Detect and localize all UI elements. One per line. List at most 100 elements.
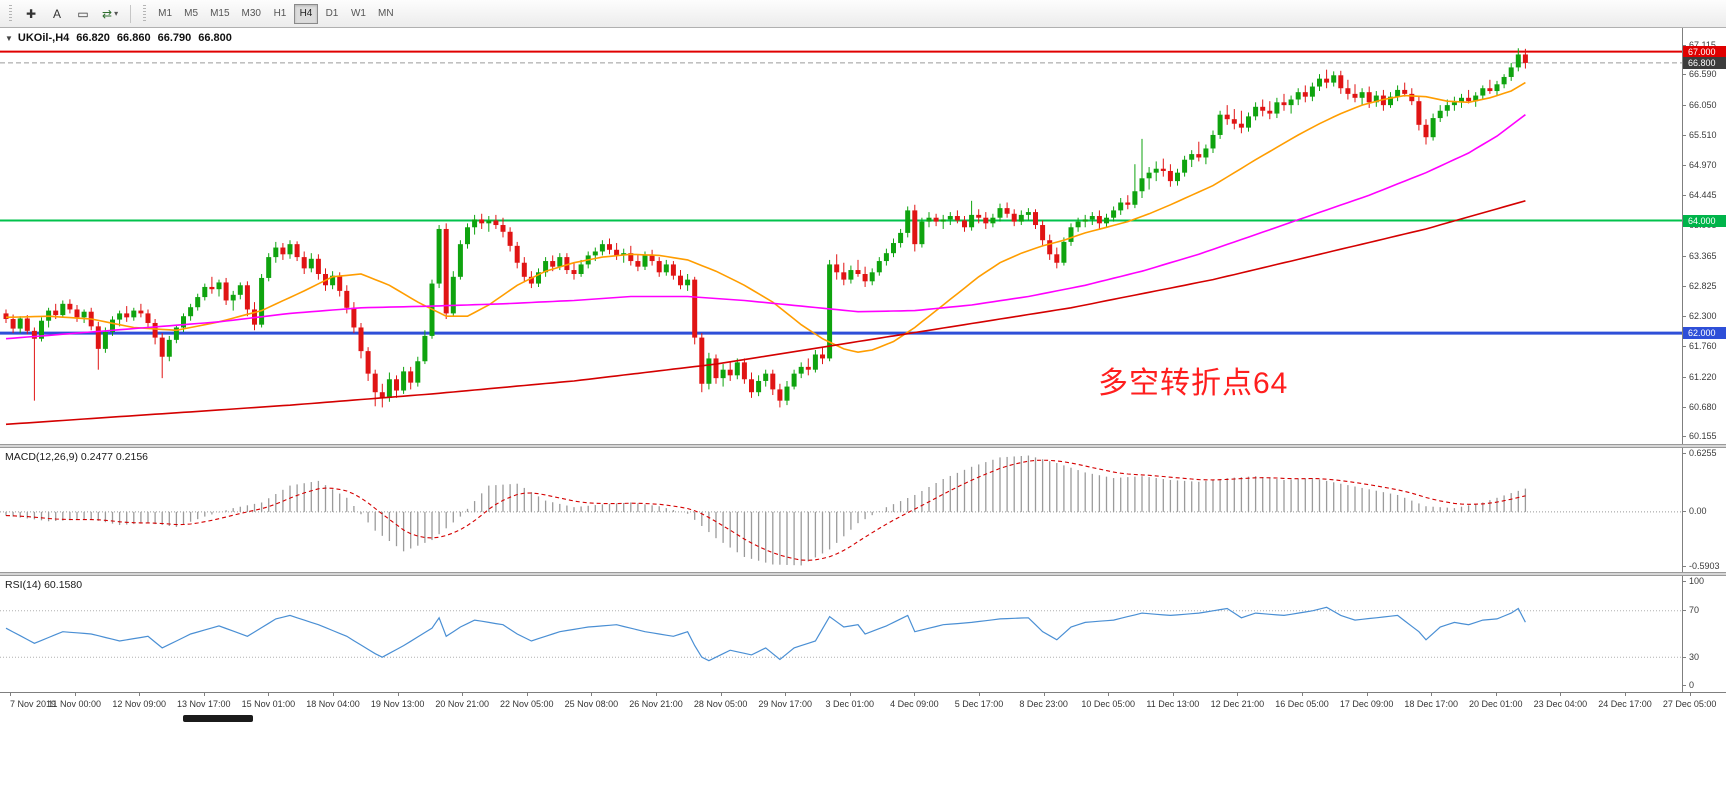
macd-signal-line (5, 459, 1526, 561)
panel-splitter-2[interactable] (0, 572, 1726, 576)
cycle-lines-tool[interactable]: ⇄ ▾ (97, 4, 123, 24)
rsi-scale-tick: 30 (1682, 651, 1700, 662)
crosshair-tool[interactable]: ✚ (25, 6, 37, 21)
price-scale[interactable]: 67.11566.59066.05065.51064.97064.44563.9… (1682, 28, 1726, 444)
chart-info-overlay: ▼ UKOil-,H4 66.820 66.860 66.790 66.800 (5, 32, 232, 44)
ohlc-low: 66.790 (157, 32, 192, 44)
time-tick (333, 693, 334, 696)
price-tick: 64.445 (1683, 189, 1717, 200)
rsi-scale[interactable]: 100 70 30 0 (1682, 576, 1726, 692)
price-tick: 62.825 (1683, 281, 1717, 292)
timeframe-button-w1[interactable]: W1 (350, 8, 366, 19)
time-tick (979, 693, 980, 696)
macd-histogram (5, 455, 1527, 566)
annotation-text: 多空转折点64 (1098, 367, 1289, 400)
timeframe-button-d1[interactable]: D1 (325, 8, 339, 19)
time-label: 20 Nov 21:00 (435, 699, 489, 709)
macd-panel: MACD(12,26,9) 0.2477 0.2156 0.6255 0.00 -0… (0, 448, 1726, 572)
ohlc-open: 66.820 (76, 32, 110, 44)
time-tick (1366, 693, 1368, 696)
price-tick: 62.300 (1683, 310, 1717, 321)
price-tick: 65.510 (1683, 130, 1717, 141)
price-tick: 66.050 (1683, 99, 1717, 110)
macd-scale-tick: 0.6255 (1683, 448, 1717, 458)
ma-fast-orange (5, 81, 1526, 354)
rsi-canvas[interactable] (0, 576, 1682, 692)
time-label: 3 Dec 01:00 (825, 699, 875, 709)
macd-scale[interactable]: 0.6255 0.00 -0.5903 (1682, 448, 1726, 572)
time-tick (397, 693, 399, 696)
time-label: 11 Dec 13:00 (1146, 699, 1200, 709)
time-tick (10, 693, 11, 696)
timeframe-button-mn[interactable]: MN (377, 8, 394, 19)
time-label: 17 Dec 09:00 (1339, 699, 1394, 709)
time-label: 27 Dec 05:00 (1662, 699, 1717, 709)
main-chart-canvas[interactable] (0, 28, 1682, 444)
panel-splitter[interactable] (0, 444, 1726, 448)
time-label: 18 Nov 04:00 (306, 699, 360, 709)
timeframe-button-h1[interactable]: H1 (273, 8, 287, 19)
chart-menu-icon[interactable]: ▼ (5, 33, 13, 43)
toolbar: ✚ A ▭ ⇄ ▾ M1 M5 M15 M30 H1 H4 D1 W1 MN (0, 0, 1726, 28)
toolbar-grip-2[interactable] (143, 4, 147, 23)
time-tick (785, 693, 787, 696)
time-label: 28 Nov 05:00 (693, 699, 748, 709)
price-tick: 64.970 (1683, 160, 1717, 171)
time-label: 23 Dec 04:00 (1533, 699, 1588, 709)
price-badge-62.000: 62.000 (1683, 327, 1726, 340)
ma-medium-magenta (5, 114, 1526, 340)
rsi-label: RSI(14) 60.1580 (5, 579, 83, 591)
candlestick-series (3, 48, 1528, 408)
time-tick (139, 693, 141, 696)
timeframe-button-m15[interactable]: M15 (210, 8, 230, 19)
time-tick (849, 693, 851, 696)
time-tick (1689, 693, 1691, 696)
time-tick (268, 693, 270, 696)
time-label: 22 Nov 05:00 (500, 699, 554, 709)
timeframe-button-h4[interactable]: H4 (293, 3, 318, 24)
time-label: 24 Dec 17:00 (1598, 699, 1652, 709)
rsi-scale-tick: 0 (1682, 680, 1695, 690)
time-label: 20 Dec 01:00 (1469, 699, 1523, 709)
time-tick (203, 693, 205, 696)
toolbar-separator (130, 4, 132, 23)
time-tick (1560, 693, 1562, 696)
time-axis[interactable]: 7 Nov 2019 11 Nov 00:00 12 Nov 09:00 13 Nov… (0, 692, 1726, 714)
macd-label: MACD(12,26,9) 0.2477 0.2156 (5, 451, 149, 463)
time-tick (1302, 693, 1303, 696)
cycle-lines-icon: ⇄ (102, 6, 113, 21)
time-label: 10 Dec 05:00 (1081, 699, 1135, 709)
time-label: 8 Dec 23:00 (1019, 699, 1068, 709)
time-tick (526, 693, 528, 696)
time-tick (1172, 693, 1174, 696)
timeframe-button-m1[interactable]: M1 (158, 8, 173, 19)
time-label: 15 Nov 01:00 (241, 699, 296, 709)
time-tick (1237, 693, 1239, 696)
toolbar-grip[interactable] (9, 4, 12, 23)
ma-slow-red (5, 200, 1526, 426)
timeframe-button-group: M1 M5 M15 M30 H1 H4 D1 W1 MN (153, 3, 398, 24)
time-label: 25 Nov 08:00 (564, 699, 619, 709)
price-tick: 60.155 (1683, 431, 1717, 442)
taskbar-fragment (183, 715, 253, 722)
time-tick (656, 693, 657, 696)
time-label: 7 Nov 2019 (10, 699, 57, 709)
symbol-period-label: UKOil-,H4 (17, 32, 70, 44)
price-badge-67.000: 67.000 (1683, 45, 1726, 58)
price-tick: 63.365 (1683, 250, 1717, 261)
time-tick (720, 693, 722, 696)
timeframe-button-m5[interactable]: M5 (184, 8, 199, 19)
rectangle-tool[interactable]: ▭ (77, 6, 89, 21)
time-label: 26 Nov 21:00 (629, 699, 683, 709)
time-tick (1043, 693, 1045, 696)
timeframe-button-m30[interactable]: M30 (241, 8, 261, 19)
time-tick (1431, 693, 1433, 696)
time-label: 5 Dec 17:00 (954, 699, 1004, 709)
time-label: 29 Nov 17:00 (758, 699, 812, 709)
ohlc-close: 66.800 (198, 32, 232, 44)
macd-scale-tick: -0.5903 (1683, 561, 1720, 571)
text-tool[interactable]: A (52, 6, 61, 21)
macd-canvas[interactable] (0, 448, 1682, 572)
time-tick (74, 693, 76, 696)
time-tick (1108, 693, 1110, 696)
